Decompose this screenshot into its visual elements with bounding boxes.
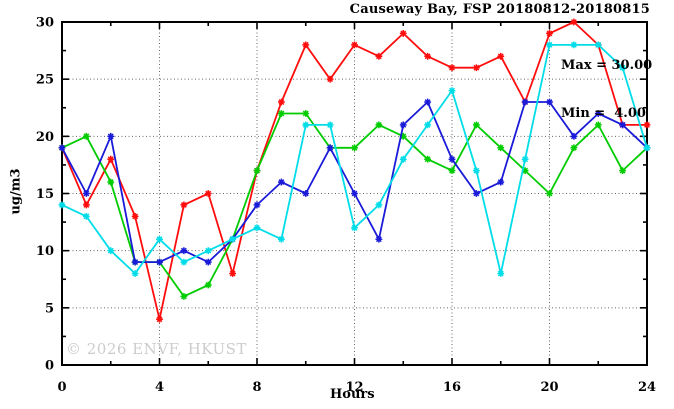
svg-text:8: 8 [252, 380, 261, 395]
plot-border [61, 21, 648, 366]
series-blue [58, 98, 651, 266]
svg-text:20: 20 [540, 380, 558, 395]
tick-labels: 0 5 10 15 20 25 30 0 4 8 12 16 20 24 [36, 16, 656, 395]
svg-text:20: 20 [36, 130, 54, 145]
svg-text:15: 15 [36, 187, 54, 202]
chart-title: Causeway Bay, FSP 20180812-20180815 [349, 2, 650, 17]
svg-text:0: 0 [45, 359, 54, 374]
svg-text:12: 12 [345, 380, 363, 395]
svg-text:4: 4 [155, 380, 164, 395]
svg-text:10: 10 [36, 244, 54, 259]
svg-text:16: 16 [443, 380, 461, 395]
watermark: © 2026 ENVF, HKUST [66, 340, 247, 358]
legend: Max = 30.00 Min = 4.00 [561, 26, 652, 154]
series-cyan [58, 41, 651, 277]
y-axis-label: ug/m3 [8, 168, 24, 215]
svg-text:25: 25 [36, 73, 54, 88]
svg-text:5: 5 [45, 301, 54, 316]
svg-text:24: 24 [638, 380, 656, 395]
legend-max-value: Max = 30.00 [561, 58, 653, 73]
x-axis-label: Hours [330, 387, 375, 402]
svg-text:0: 0 [57, 380, 66, 395]
svg-text:30: 30 [36, 16, 54, 31]
legend-min-value: Min = 4.00 [561, 106, 646, 121]
